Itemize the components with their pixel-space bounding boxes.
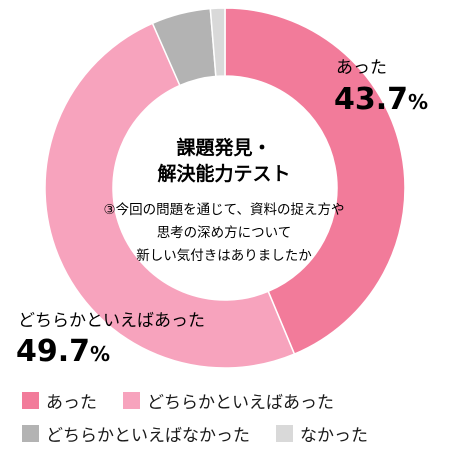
question-line-3: 新しい気付きはありましたか: [136, 248, 312, 264]
legend-item-dochiraka-atta: どちらかといえばあった: [123, 388, 334, 413]
slice-pct-atta: 43.7%: [334, 82, 428, 117]
legend-swatch: [22, 392, 39, 409]
question-line-2: 思考の深め方について: [157, 225, 292, 241]
legend-label: どちらかといえばなかった: [46, 426, 250, 446]
legend-item-nakatta: なかった: [276, 421, 368, 446]
chart-title-line-2: 解決能力テスト: [157, 162, 290, 185]
legend-label: なかった: [300, 426, 368, 446]
donut-chart: 課題発見・ 解決能力テスト ③今回の問題を通じて、資料の捉え方や 思考の深め方に…: [16, 7, 428, 369]
slice-pct-value: 43.7: [334, 82, 408, 117]
legend-row: どちらかといえばなかった なかった: [22, 417, 442, 450]
legend-label: どちらかといえばあった: [147, 393, 334, 413]
legend-label: あった: [46, 393, 97, 413]
slice-pct-dochiraka-atta: 49.7%: [16, 334, 110, 369]
slice-label-atta: あった: [336, 58, 387, 78]
slice-label-dochiraka-atta: どちらかといえばあった: [18, 311, 205, 331]
legend-swatch: [276, 425, 293, 442]
legend-item-atta: あった: [22, 388, 97, 413]
slice-pct-unit: %: [90, 342, 110, 366]
legend: あった どちらかといえばあった どちらかといえばなかった なかった: [22, 384, 442, 450]
donut-slice-1: [224, 7, 406, 356]
legend-item-dochiraka-nakatta: どちらかといえばなかった: [22, 421, 250, 446]
question-line-1: ③今回の問題を通じて、資料の捉え方や: [104, 202, 345, 218]
legend-swatch: [123, 392, 140, 409]
donut-slice-2: [44, 22, 296, 369]
chart-title-line-1: 課題発見・: [176, 136, 271, 159]
legend-row: あった どちらかといえばあった: [22, 384, 442, 417]
legend-swatch: [22, 425, 39, 442]
slice-pct-unit: %: [408, 90, 428, 114]
slice-pct-value: 49.7: [16, 334, 90, 369]
donut-slice-4: [209, 7, 226, 78]
donut-slices: [44, 7, 406, 369]
